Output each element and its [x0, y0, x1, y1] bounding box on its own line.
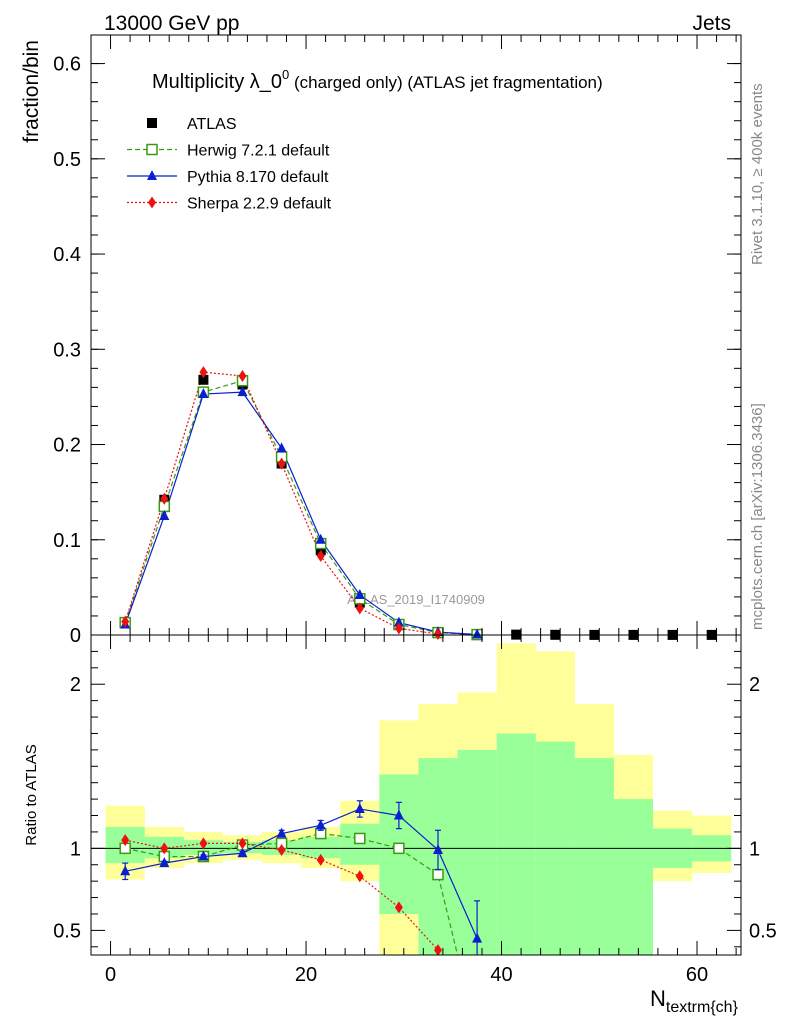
main-data-point: [238, 369, 247, 382]
ratio-data-point: [394, 901, 403, 914]
legend-label: Pythia 8.170 default: [187, 169, 329, 186]
legend-marker: [148, 196, 156, 209]
x-axis-label: Ntextrm{ch}: [650, 986, 739, 1016]
main-data-point: [276, 442, 287, 453]
main-data-point: [277, 457, 286, 470]
ratio-data-point: [276, 827, 287, 838]
ratio-y-tick-label-right: 0.5: [749, 920, 777, 942]
main-data-point: [433, 628, 442, 641]
ratio-band-green: [496, 733, 536, 955]
chart-title-sup: 0: [282, 67, 289, 82]
ratio-frame: [90, 634, 742, 956]
ratio-series-line: [125, 839, 439, 951]
ratio-band-green: [301, 836, 341, 859]
legend-label: Sherpa 2.2.9 default: [187, 196, 332, 213]
ratio-y-tick-label-right: 1: [749, 838, 760, 860]
ratio-data-point: [237, 847, 248, 858]
main-y-tick-label: 0: [70, 625, 81, 647]
ratio-data-point: [121, 834, 130, 847]
legend-marker: [147, 118, 157, 128]
legend-label: Herwig 7.2.1 default: [187, 143, 330, 160]
main-data-point: [354, 589, 365, 599]
ratio-band-green: [613, 799, 654, 955]
ratio-data-point: [433, 944, 442, 955]
ratio-data-point: [316, 853, 325, 866]
category-label: Jets: [692, 12, 731, 35]
main-y-tick-label: 0.4: [53, 244, 81, 266]
main-y-tick-label: 0.5: [53, 149, 81, 171]
ratio-y-tick-label: 2: [70, 674, 81, 696]
ratio-data-point: [472, 932, 483, 943]
ratio-data-point: [160, 842, 169, 855]
ratio-data-point: [238, 837, 247, 850]
ratio-data-point: [159, 857, 170, 868]
ratio-y-axis-label: Ratio to ATLAS: [23, 744, 40, 845]
chart-title-rest: (charged only) (ATLAS jet fragmentation): [289, 73, 602, 92]
x-tick-label: 40: [490, 964, 512, 986]
analysis-watermark: ATLAS_2019_I1740909: [347, 592, 485, 607]
main-y-tick-label: 0.6: [53, 54, 81, 76]
ratio-data-point: [393, 809, 404, 820]
rivet-label: Rivet 3.1.10, ≥ 400k events: [749, 83, 766, 265]
main-data-point: [198, 388, 209, 399]
x-tick-label: 0: [105, 964, 116, 986]
x-tick-label: 20: [295, 964, 317, 986]
main-data-point: [316, 549, 325, 562]
x-axis-label-sub: textrm{ch}: [666, 999, 739, 1016]
ratio-data-point: [393, 842, 405, 855]
ratio-series-line: [125, 832, 459, 955]
ratio-data-point: [354, 832, 366, 845]
main-data-point: [198, 374, 209, 385]
x-tick-label: 60: [686, 964, 708, 986]
ratio-data-point: [198, 850, 209, 861]
ratio-y-tick-label-right: 2: [749, 674, 760, 696]
main-series-line: [124, 379, 478, 636]
main-data-point: [315, 533, 326, 544]
main-data-point: [393, 616, 404, 627]
legend-label: ATLAS: [187, 116, 237, 133]
main-data-point: [121, 615, 130, 628]
main-data-point: [472, 628, 483, 639]
main-data-point: [160, 492, 169, 505]
legend-marker: [147, 170, 157, 180]
main-y-tick-label: 0.3: [53, 339, 81, 361]
ratio-y-tick-label: 1: [70, 838, 81, 860]
chart-title: Multiplicity λ_00 (charged only) (ATLAS …: [152, 67, 603, 93]
main-y-tick-label: 0.1: [53, 530, 81, 552]
main-data-point: [199, 366, 208, 379]
ratio-data-point: [277, 843, 286, 856]
ratio-data-point: [199, 837, 208, 850]
ratio-data-point: [315, 819, 326, 830]
ratio-y-tick-label: 0.5: [53, 920, 81, 942]
main-data-point: [394, 622, 403, 635]
main-series-line: [124, 391, 478, 636]
ratio-band-green: [574, 758, 614, 955]
mcplots-label: mcplots.cern.ch [arXiv:1306.3436]: [749, 403, 766, 630]
ratio-data-point: [432, 868, 444, 881]
main-data-point: [237, 386, 248, 397]
ratio-data-point: [354, 802, 365, 813]
main-data-point: [355, 602, 364, 615]
ratio-data-point: [432, 843, 443, 854]
legend-marker: [146, 143, 158, 156]
main-data-point: [159, 509, 170, 520]
main-y-axis-label: fraction/bin: [20, 40, 43, 143]
chart-title-main: Multiplicity λ_0: [152, 71, 282, 93]
ratio-data-point: [120, 865, 131, 876]
x-axis-label-main: N: [650, 986, 666, 1011]
energy-label: 13000 GeV pp: [104, 12, 239, 35]
ratio-data-point: [355, 870, 364, 883]
main-y-tick-label: 0.2: [53, 435, 81, 457]
ratio-series-group: [119, 800, 483, 955]
ratio-series-line: [125, 808, 478, 939]
